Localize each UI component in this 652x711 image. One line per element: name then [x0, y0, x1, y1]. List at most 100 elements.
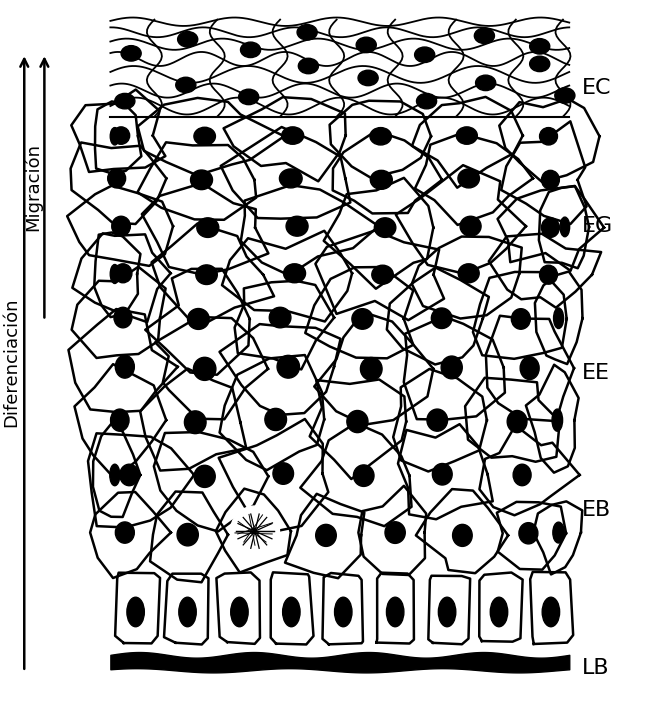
Ellipse shape — [115, 93, 135, 109]
Ellipse shape — [511, 309, 530, 329]
Ellipse shape — [438, 597, 456, 626]
Ellipse shape — [356, 37, 376, 53]
Ellipse shape — [334, 597, 352, 626]
Ellipse shape — [458, 264, 479, 283]
Polygon shape — [218, 419, 329, 531]
Polygon shape — [533, 501, 582, 574]
Polygon shape — [376, 572, 414, 643]
Ellipse shape — [540, 127, 557, 145]
Polygon shape — [412, 237, 522, 319]
Ellipse shape — [176, 77, 196, 92]
Ellipse shape — [507, 410, 527, 432]
Ellipse shape — [374, 218, 396, 237]
Polygon shape — [539, 186, 589, 268]
Polygon shape — [530, 572, 573, 644]
Ellipse shape — [299, 58, 318, 74]
Polygon shape — [72, 267, 166, 358]
Polygon shape — [95, 102, 141, 173]
Ellipse shape — [316, 525, 336, 546]
Polygon shape — [535, 272, 582, 364]
Polygon shape — [152, 223, 274, 328]
Polygon shape — [95, 232, 140, 317]
Ellipse shape — [387, 597, 404, 626]
Polygon shape — [497, 186, 604, 271]
Text: LB: LB — [582, 658, 610, 678]
Polygon shape — [142, 183, 269, 274]
Ellipse shape — [370, 171, 393, 189]
Ellipse shape — [239, 89, 259, 105]
Polygon shape — [333, 131, 442, 213]
Polygon shape — [285, 494, 364, 578]
Ellipse shape — [231, 597, 248, 626]
Polygon shape — [473, 272, 567, 359]
Ellipse shape — [121, 46, 141, 61]
Ellipse shape — [347, 410, 368, 432]
Ellipse shape — [179, 597, 196, 626]
Ellipse shape — [241, 42, 261, 58]
Ellipse shape — [112, 127, 130, 144]
Ellipse shape — [353, 465, 374, 486]
Polygon shape — [235, 281, 334, 370]
Polygon shape — [155, 317, 268, 419]
Ellipse shape — [513, 464, 531, 486]
Polygon shape — [486, 316, 574, 421]
Ellipse shape — [286, 216, 308, 236]
Ellipse shape — [554, 308, 563, 328]
Polygon shape — [479, 425, 580, 515]
Ellipse shape — [542, 597, 559, 626]
Ellipse shape — [475, 28, 494, 43]
Polygon shape — [72, 233, 171, 322]
Polygon shape — [412, 97, 523, 188]
Polygon shape — [387, 267, 489, 365]
Ellipse shape — [284, 264, 306, 283]
Ellipse shape — [540, 265, 557, 284]
Ellipse shape — [177, 523, 198, 546]
Polygon shape — [90, 492, 171, 578]
Ellipse shape — [372, 265, 393, 284]
Ellipse shape — [111, 216, 130, 236]
Text: EB: EB — [582, 500, 611, 520]
Polygon shape — [428, 576, 470, 644]
Ellipse shape — [110, 464, 120, 486]
Polygon shape — [324, 178, 434, 289]
Polygon shape — [393, 369, 487, 471]
Ellipse shape — [194, 358, 216, 380]
Polygon shape — [138, 98, 284, 176]
Polygon shape — [140, 368, 246, 471]
Polygon shape — [71, 90, 166, 172]
Ellipse shape — [529, 56, 550, 72]
Polygon shape — [221, 127, 350, 219]
Polygon shape — [271, 572, 314, 644]
Polygon shape — [224, 97, 346, 181]
Ellipse shape — [541, 171, 559, 189]
Text: Diferenciación: Diferenciación — [3, 298, 21, 427]
Polygon shape — [220, 355, 324, 470]
Ellipse shape — [460, 216, 481, 236]
Ellipse shape — [358, 70, 378, 86]
Ellipse shape — [114, 307, 132, 328]
Ellipse shape — [432, 308, 452, 328]
Ellipse shape — [108, 169, 126, 188]
Ellipse shape — [115, 356, 134, 378]
Ellipse shape — [230, 506, 280, 556]
Ellipse shape — [490, 597, 508, 626]
Polygon shape — [465, 378, 559, 461]
Polygon shape — [499, 99, 599, 182]
Polygon shape — [489, 234, 601, 308]
Ellipse shape — [197, 218, 219, 237]
Polygon shape — [497, 502, 566, 570]
Ellipse shape — [277, 356, 299, 378]
Ellipse shape — [458, 169, 479, 188]
Ellipse shape — [553, 522, 564, 543]
Ellipse shape — [110, 264, 119, 284]
Polygon shape — [222, 231, 352, 321]
Ellipse shape — [196, 265, 217, 284]
Ellipse shape — [273, 463, 293, 484]
Polygon shape — [316, 230, 444, 320]
Ellipse shape — [529, 38, 550, 54]
Polygon shape — [416, 489, 508, 573]
Ellipse shape — [127, 597, 144, 626]
Ellipse shape — [114, 264, 132, 283]
Polygon shape — [216, 572, 260, 644]
Ellipse shape — [415, 47, 435, 63]
